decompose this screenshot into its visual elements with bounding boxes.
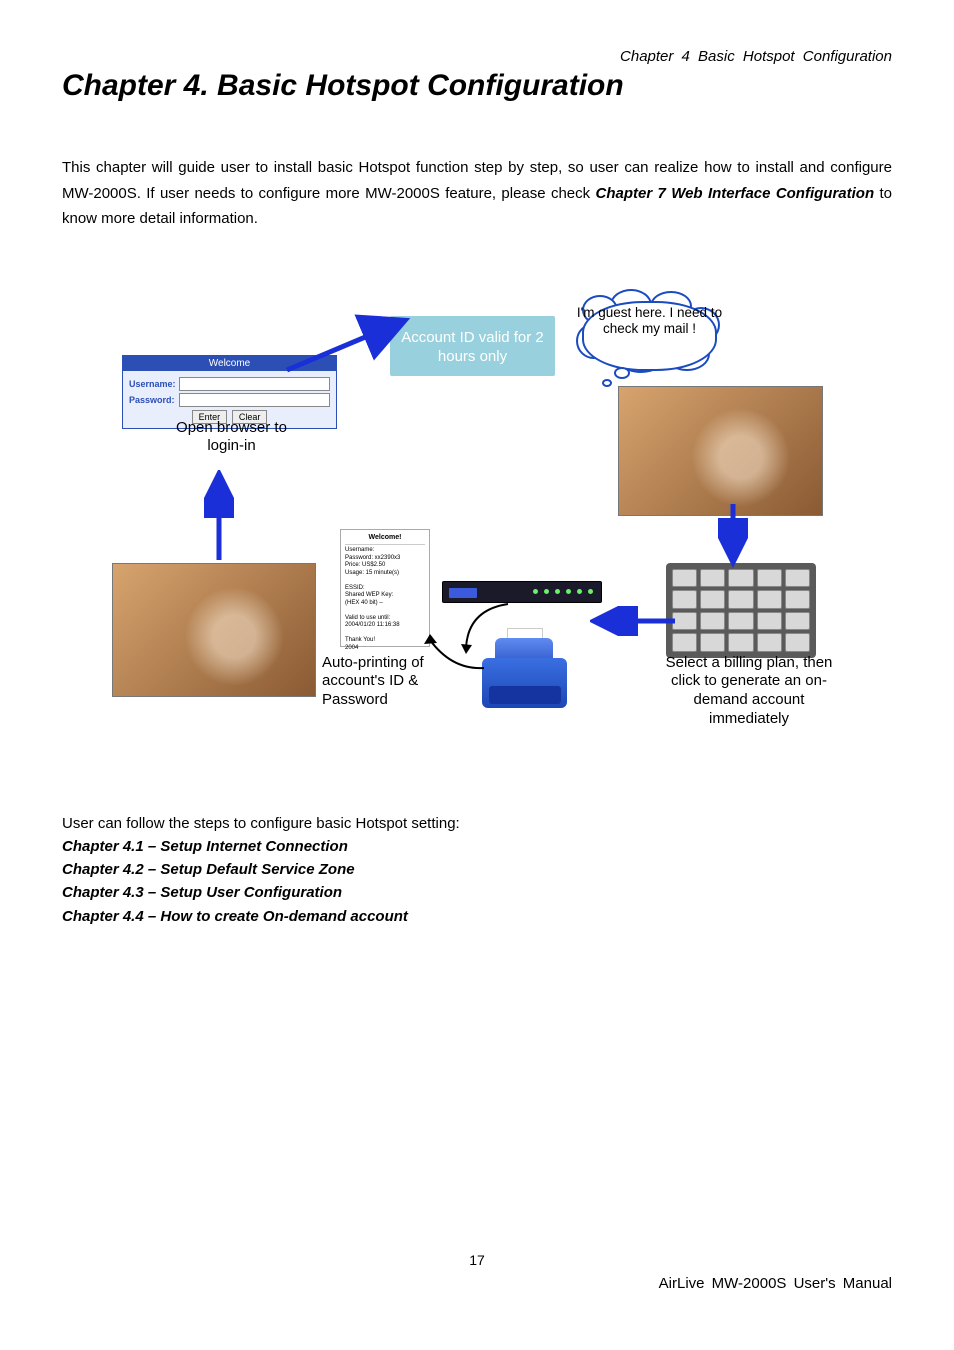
follow-item-2: Chapter 4.2 – Setup Default Service Zone (62, 858, 892, 881)
arrow-guest-to-keypad (718, 500, 748, 568)
receipt-title: Welcome! (345, 534, 425, 546)
cashier-photo (112, 563, 316, 697)
follow-item-3: Chapter 4.3 – Setup User Configuration (62, 881, 892, 904)
intro-paragraph: This chapter will guide user to install … (62, 155, 892, 232)
thought-bubble: I'm guest here. I need to check my mail … (572, 289, 727, 379)
username-field[interactable] (179, 377, 330, 391)
pos-keypad (666, 563, 816, 658)
password-field[interactable] (179, 393, 330, 407)
account-valid-box: Account ID valid for 2 hours only (390, 316, 555, 376)
thought-text: I'm guest here. I need to check my mail … (572, 305, 727, 337)
guest-photo (618, 386, 823, 516)
follow-lead: User can follow the steps to configure b… (62, 812, 892, 835)
arrow-login-to-valid (283, 314, 413, 374)
arrow-printer-to-receipt (422, 634, 492, 684)
page-number: 17 (0, 1252, 954, 1268)
billing-caption: Select a billing plan, then click to gen… (664, 654, 834, 729)
arrow-keypad-to-device (590, 606, 680, 636)
chapter-title: Chapter 4. Basic Hotspot Configuration (62, 69, 892, 103)
follow-item-1: Chapter 4.1 – Setup Internet Connection (62, 835, 892, 858)
workflow-diagram: Welcome Username: Password: Enter Clear … (62, 282, 892, 752)
footer-text: AirLive MW-2000S User's Manual (659, 1275, 892, 1292)
intro-chapter-ref: Chapter 7 Web Interface Configuration (596, 185, 875, 202)
open-browser-caption: Open browser to login-in (164, 419, 299, 457)
follow-item-4: Chapter 4.4 – How to create On-demand ac… (62, 905, 892, 928)
printed-receipt: Welcome! Username: Password: xx2390x3 Pr… (340, 529, 430, 647)
arrow-cashier-to-login (204, 470, 234, 565)
follow-steps: User can follow the steps to configure b… (62, 812, 892, 928)
receipt-body: Username: Password: xx2390x3 Price: US$2… (345, 547, 425, 652)
password-label: Password: (129, 395, 179, 405)
running-header: Chapter 4 Basic Hotspot Configuration (62, 48, 892, 65)
username-label: Username: (129, 379, 179, 389)
